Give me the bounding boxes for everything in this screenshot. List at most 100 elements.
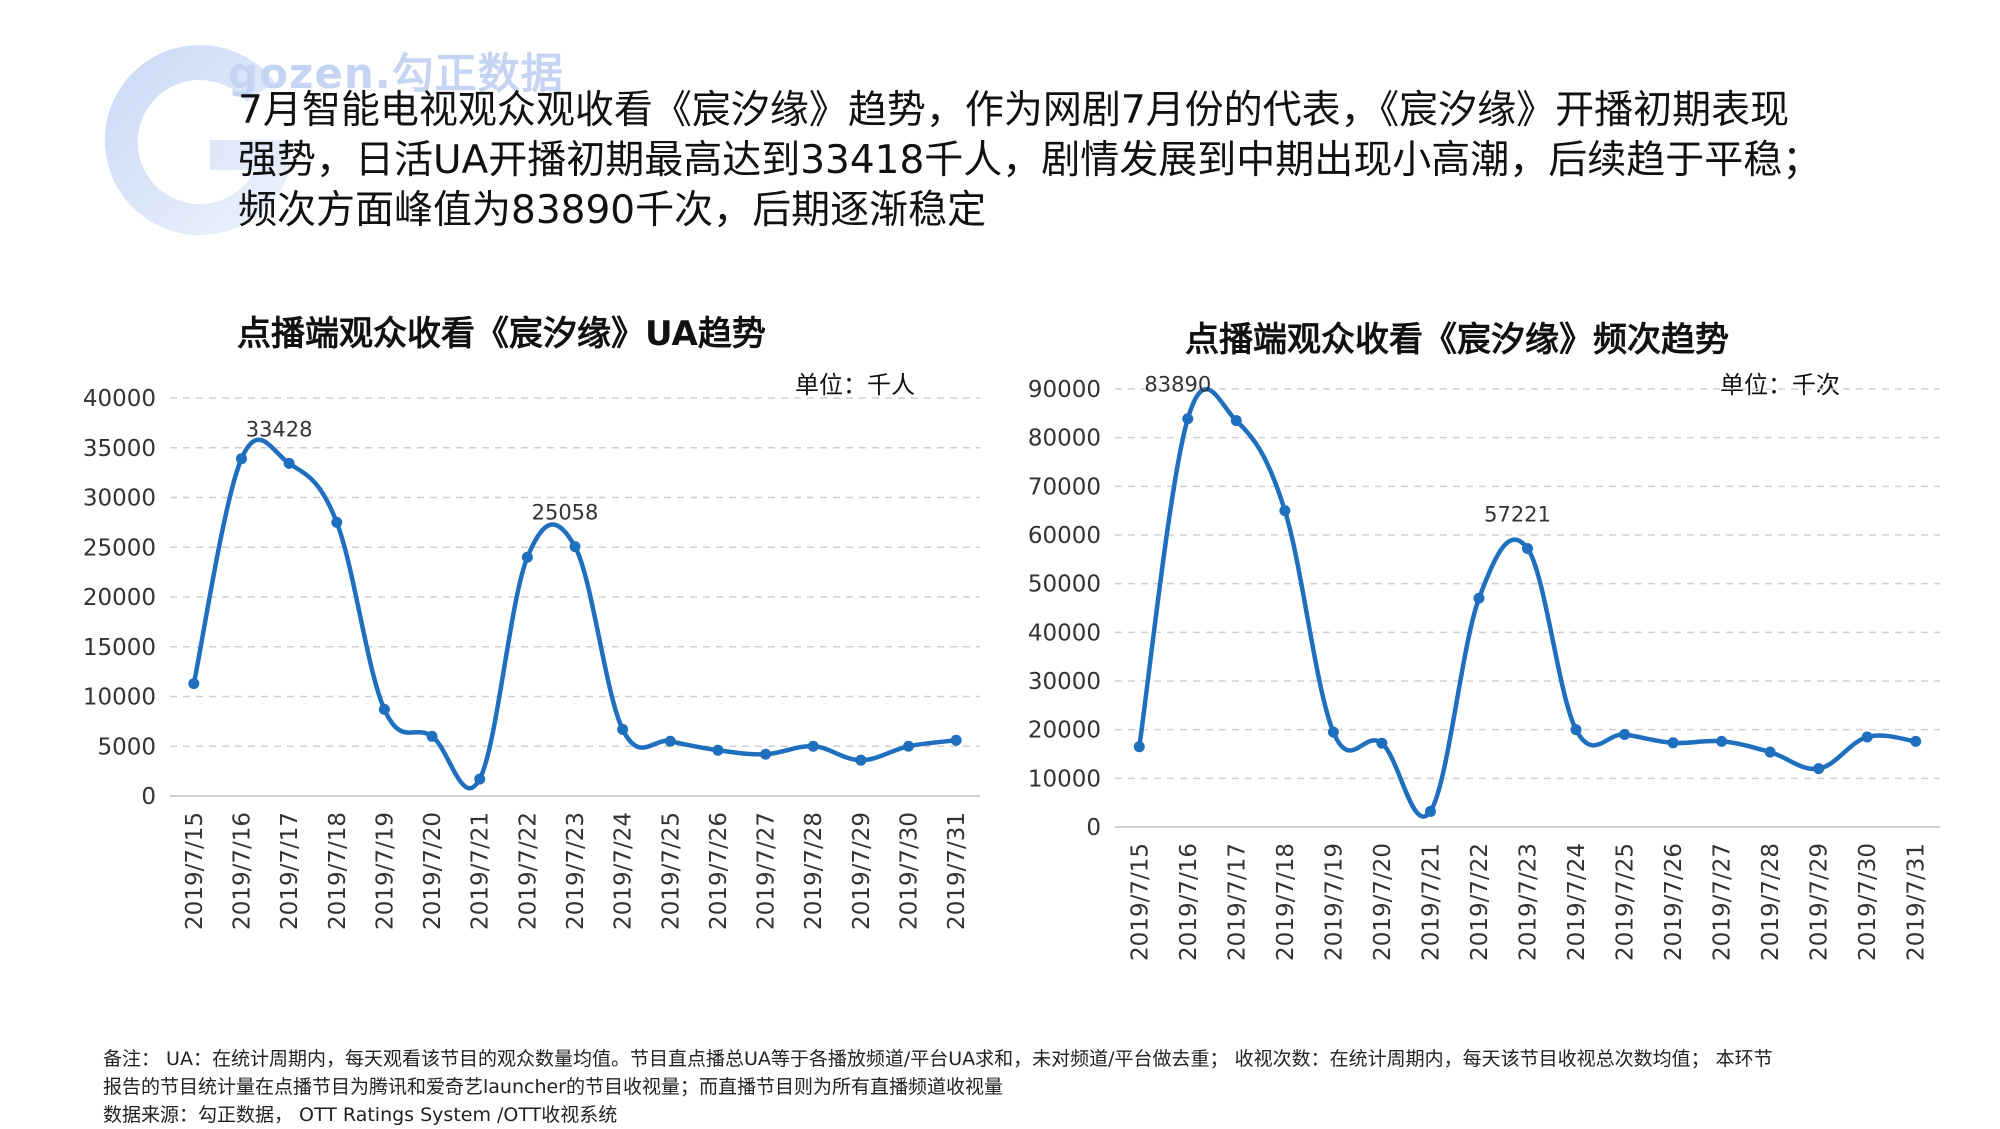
x-tick-label: 2019/7/21: [1418, 843, 1444, 961]
data-point: [1861, 731, 1873, 743]
y-tick-label: 10000: [1028, 766, 1101, 792]
y-tick-label: 30000: [1028, 669, 1101, 695]
data-point: [1473, 592, 1485, 604]
x-tick-label: 2019/7/21: [468, 812, 494, 930]
data-point: [1667, 737, 1679, 749]
headline: 7月智能电视观众观收看《宸汐缘》趋势，作为网剧7月份的代表，《宸汐缘》开播初期表…: [238, 86, 1978, 236]
chart-ua-unit: 单位：千人: [795, 371, 915, 399]
x-tick-label: 2019/7/18: [325, 812, 351, 930]
y-tick-label: 35000: [83, 436, 156, 462]
chart-ua-title: 点播端观众收看《宸汐缘》UA趋势: [237, 314, 766, 354]
y-tick-label: 90000: [1028, 377, 1101, 403]
x-tick-label: 2019/7/28: [1758, 843, 1784, 961]
chart-freq-title: 点播端观众收看《宸汐缘》频次趋势: [1185, 320, 1729, 360]
chart-freq-unit: 单位：千次: [1720, 371, 1840, 399]
y-tick-label: 30000: [83, 486, 156, 512]
x-tick-label: 2019/7/24: [611, 812, 637, 930]
y-tick-label: 60000: [1028, 523, 1101, 549]
x-tick-label: 2019/7/24: [1564, 843, 1590, 961]
y-tick-label: 5000: [97, 734, 156, 760]
y-tick-label: 10000: [83, 685, 156, 711]
x-tick-label: 2019/7/22: [1467, 843, 1493, 961]
x-tick-label: 2019/7/23: [563, 812, 589, 930]
data-point: [1570, 724, 1582, 736]
data-point: [1230, 415, 1242, 427]
x-tick-label: 2019/7/31: [944, 812, 970, 930]
data-point: [807, 740, 819, 752]
x-tick-label: 2019/7/30: [1855, 843, 1881, 961]
data-point: [331, 516, 343, 528]
x-tick-label: 2019/7/15: [182, 812, 208, 930]
x-tick-label: 2019/7/30: [897, 812, 923, 930]
x-tick-label: 2019/7/17: [1224, 843, 1250, 961]
x-tick-label: 2019/7/15: [1127, 843, 1153, 961]
x-tick-label: 2019/7/18: [1273, 843, 1299, 961]
x-tick-label: 2019/7/16: [229, 812, 255, 930]
x-tick-label: 2019/7/16: [1176, 843, 1202, 961]
x-tick-label: 2019/7/23: [1516, 843, 1542, 961]
data-point: [1764, 746, 1776, 758]
x-tick-label: 2019/7/19: [1321, 843, 1347, 961]
data-point: [712, 744, 724, 756]
brand-logo: gozen.勾正数据: [228, 49, 564, 98]
y-tick-label: 70000: [1028, 474, 1101, 500]
data-point: [1813, 763, 1825, 775]
headline-line-1: 7月智能电视观众观收看《宸汐缘》趋势，作为网剧7月份的代表，《宸汐缘》开播初期表…: [238, 88, 1790, 133]
y-tick-label: 15000: [83, 635, 156, 661]
x-tick-label: 2019/7/29: [1807, 843, 1833, 961]
x-tick-label: 2019/7/19: [372, 812, 398, 930]
data-point: [378, 703, 390, 715]
x-tick-label: 2019/7/17: [277, 812, 303, 930]
x-tick-label: 2019/7/28: [801, 812, 827, 930]
logo-g-watermark: [104, 45, 290, 236]
footnotes: 备注： UA：在统计周期内，每天观看该节目的观众数量均值。节目直点播总UA等于各…: [103, 1045, 1983, 1129]
x-tick-label: 2019/7/31: [1904, 843, 1930, 961]
x-tick-label: 2019/7/27: [754, 812, 780, 930]
data-point: [283, 457, 295, 469]
data-point: [521, 551, 533, 563]
data-label: 83890: [1144, 373, 1211, 397]
x-tick-label: 2019/7/26: [1661, 843, 1687, 961]
x-tick-label: 2019/7/20: [1370, 843, 1396, 961]
y-tick-label: 25000: [83, 535, 156, 561]
x-tick-label: 2019/7/29: [849, 812, 875, 930]
data-label: 57221: [1484, 503, 1551, 527]
data-point: [188, 678, 200, 690]
chart-freq-trend: 0 10000 20000 30000 40000 50000 60000 70000 8000…: [1028, 373, 1940, 961]
data-point: [1327, 726, 1339, 738]
x-tick-label: 2019/7/22: [515, 812, 541, 930]
y-tick-label: 40000: [1028, 620, 1101, 646]
x-tick-label: 2019/7/25: [658, 812, 684, 930]
data-label: 33428: [246, 417, 313, 441]
headline-line-2: 强势，日活UA开播初期最高达到33418千人，剧情发展到中期出现小高潮，后续趋于…: [238, 138, 1822, 183]
data-point: [1376, 737, 1388, 749]
data-point: [426, 730, 438, 742]
y-tick-label: 0: [1086, 815, 1101, 841]
x-tick-label: 2019/7/25: [1613, 843, 1639, 961]
y-tick-label: 40000: [83, 386, 156, 412]
data-point: [950, 734, 962, 746]
x-tick-label: 2019/7/27: [1710, 843, 1736, 961]
footnote-line-1: 备注： UA：在统计周期内，每天观看该节目的观众数量均值。节目直点播总UA等于各…: [103, 1048, 1773, 1070]
data-point: [569, 541, 581, 553]
y-tick-label: 20000: [83, 585, 156, 611]
y-tick-label: 50000: [1028, 572, 1101, 598]
data-point: [1279, 505, 1291, 517]
data-point: [1133, 741, 1145, 753]
y-tick-label: 0: [141, 784, 156, 810]
x-tick-label: 2019/7/20: [420, 812, 446, 930]
headline-line-3: 频次方面峰值为83890千次，后期逐渐稳定: [238, 188, 987, 233]
data-point: [664, 735, 676, 747]
data-point: [903, 740, 915, 752]
data-point: [855, 754, 867, 766]
data-point: [1619, 729, 1631, 741]
data-point: [1182, 413, 1194, 425]
chart-ua-trend: 0 5000 10000 15000 20000 25000 30000 35000 40000…: [83, 386, 980, 930]
series-line: [1137, 387, 1918, 819]
series-line: [191, 437, 959, 791]
data-point: [1716, 735, 1728, 747]
footnote-line-2: 报告的节目统计量在点播节目为腾讯和爱奇艺launcher的节目收视量；而直播节目…: [103, 1076, 1003, 1098]
y-tick-label: 20000: [1028, 718, 1101, 744]
data-point: [235, 453, 247, 465]
data-point: [1424, 805, 1436, 817]
